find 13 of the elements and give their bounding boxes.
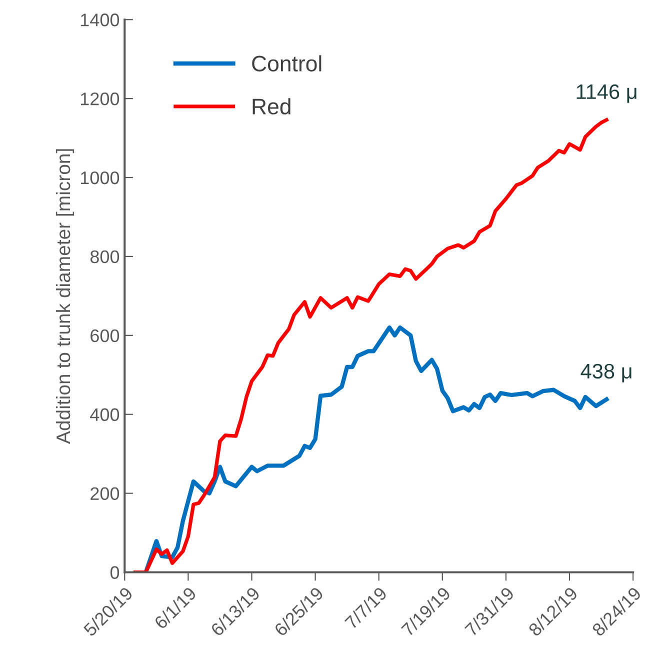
y-tick-label: 1400	[80, 14, 120, 26]
annotation: 438 μ	[580, 364, 632, 382]
y-tick-label: 1000	[80, 171, 120, 184]
y-tick-label: 600	[90, 329, 120, 342]
legend-label: Control	[252, 55, 322, 72]
legend-label: Red	[252, 98, 290, 114]
annotation: 1146 μ	[576, 84, 636, 103]
y-tick-label: 0	[110, 566, 120, 579]
y-tick-label: 800	[90, 250, 120, 264]
y-tick-label: 200	[90, 487, 120, 500]
y-axis-title: Addition to trunk diameter [micron]	[56, 149, 74, 444]
y-tick-label: 400	[90, 408, 120, 422]
y-tick-label: 1200	[80, 92, 120, 106]
